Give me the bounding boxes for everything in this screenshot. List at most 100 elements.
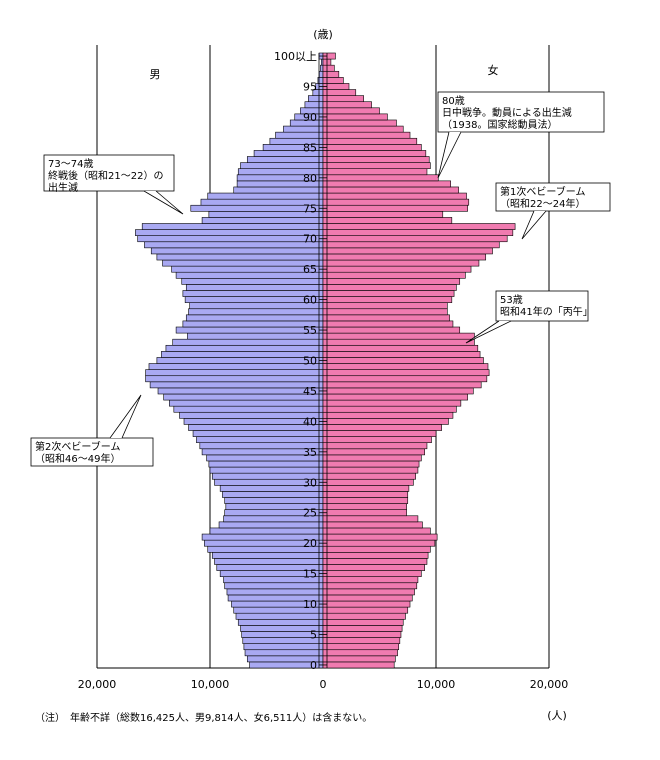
callout-pointer xyxy=(521,210,547,240)
bar-male xyxy=(318,70,324,78)
bar-male xyxy=(163,393,324,401)
bar-female xyxy=(322,381,482,389)
x-tick-label: 20,000 xyxy=(530,678,569,691)
bar-male xyxy=(275,131,324,139)
bar-female xyxy=(322,515,419,523)
bar-female xyxy=(322,162,431,169)
bar-female xyxy=(322,655,396,663)
age-tick-label: 0 xyxy=(310,659,317,672)
x-axis-ticks: 20,000 10,000 0 10,000 20,000 xyxy=(78,678,569,691)
bar-female xyxy=(322,600,411,608)
bar-male xyxy=(162,259,324,267)
bar-male xyxy=(135,229,324,236)
bar-female xyxy=(322,594,413,602)
bar-female xyxy=(322,527,431,535)
bar-female xyxy=(322,64,335,72)
x-tick-label: 10,000 xyxy=(417,678,456,691)
bar-male xyxy=(308,95,324,103)
bar-female xyxy=(322,70,340,78)
callout-text: 第2次ベビーブーム xyxy=(35,440,120,453)
bar-male xyxy=(188,308,324,316)
callout-pointer xyxy=(109,394,142,439)
bar-female xyxy=(322,101,372,109)
bar-male xyxy=(240,162,324,169)
bar-male xyxy=(161,351,324,358)
bar-female xyxy=(322,418,449,425)
bar-female xyxy=(322,612,406,620)
bar-female xyxy=(322,302,448,310)
age-tick-label: 70 xyxy=(303,233,317,246)
callout-text: 73～74歳 xyxy=(48,158,93,170)
bar-female xyxy=(322,442,428,450)
bar-male xyxy=(208,460,324,468)
age-tick-label: 100以上 xyxy=(274,50,317,63)
bar-male xyxy=(182,290,324,297)
bar-male xyxy=(157,387,324,395)
bar-male xyxy=(222,491,324,498)
bar-male xyxy=(181,277,324,285)
bar-female xyxy=(322,344,479,352)
age-tick-label: 20 xyxy=(303,537,317,550)
bar-male xyxy=(233,186,324,194)
bar-female xyxy=(322,399,462,407)
female-bars xyxy=(322,52,516,669)
bar-female xyxy=(322,661,395,669)
bar-male xyxy=(237,618,324,626)
bar-female xyxy=(322,521,423,529)
bar-female xyxy=(322,253,487,261)
bar-male xyxy=(192,430,324,437)
bar-female xyxy=(322,168,428,176)
bar-female xyxy=(322,137,418,145)
bar-female xyxy=(322,113,388,121)
bar-male xyxy=(149,381,324,389)
age-tick-label: 35 xyxy=(303,446,317,459)
bar-female xyxy=(322,290,455,297)
callout-text: 第1次ベビーブーム xyxy=(500,185,585,198)
age-tick-label: 65 xyxy=(303,263,317,276)
age-tick-label: 30 xyxy=(303,476,317,489)
bar-female xyxy=(322,485,410,492)
bar-female xyxy=(322,131,411,139)
bar-male xyxy=(175,271,324,279)
bar-female xyxy=(322,497,409,504)
bar-female xyxy=(322,411,454,419)
bar-female xyxy=(322,649,398,657)
callout-box xyxy=(495,182,611,212)
bar-female xyxy=(322,430,437,437)
bar-female xyxy=(322,582,418,590)
bar-male xyxy=(169,399,324,407)
bar-female xyxy=(322,357,484,364)
bar-female xyxy=(322,156,430,163)
bar-male xyxy=(156,357,324,364)
bar-female xyxy=(322,89,357,96)
bar-female xyxy=(322,247,493,255)
bar-male xyxy=(246,156,324,163)
callout-text: 出生減 xyxy=(48,181,78,194)
age-tick-label: 75 xyxy=(303,202,317,215)
bar-female xyxy=(322,259,480,267)
bar-female xyxy=(322,204,468,212)
bar-female xyxy=(322,478,414,486)
bar-female xyxy=(322,509,407,517)
bar-female xyxy=(322,107,380,115)
callout-box xyxy=(30,437,154,467)
annotation-callout: 第1次ベビーブーム（昭和22～24年） xyxy=(495,182,611,240)
age-tick-label: 5 xyxy=(310,629,317,642)
callout-text: 53歳 xyxy=(500,294,523,306)
callout-pointer xyxy=(143,190,184,215)
age-tick-label: 55 xyxy=(303,324,317,337)
bar-male xyxy=(173,405,324,413)
bar-female xyxy=(322,564,425,571)
bar-female xyxy=(322,448,425,456)
bar-female xyxy=(322,277,461,285)
bar-male xyxy=(156,253,324,261)
x-tick-label: 0 xyxy=(320,678,327,691)
bar-female xyxy=(322,296,453,303)
bar-female xyxy=(322,119,397,127)
bar-male xyxy=(207,192,324,200)
age-tick-label: 25 xyxy=(303,507,317,520)
age-unit-label: (歳) xyxy=(313,28,333,41)
bar-male xyxy=(179,411,324,419)
